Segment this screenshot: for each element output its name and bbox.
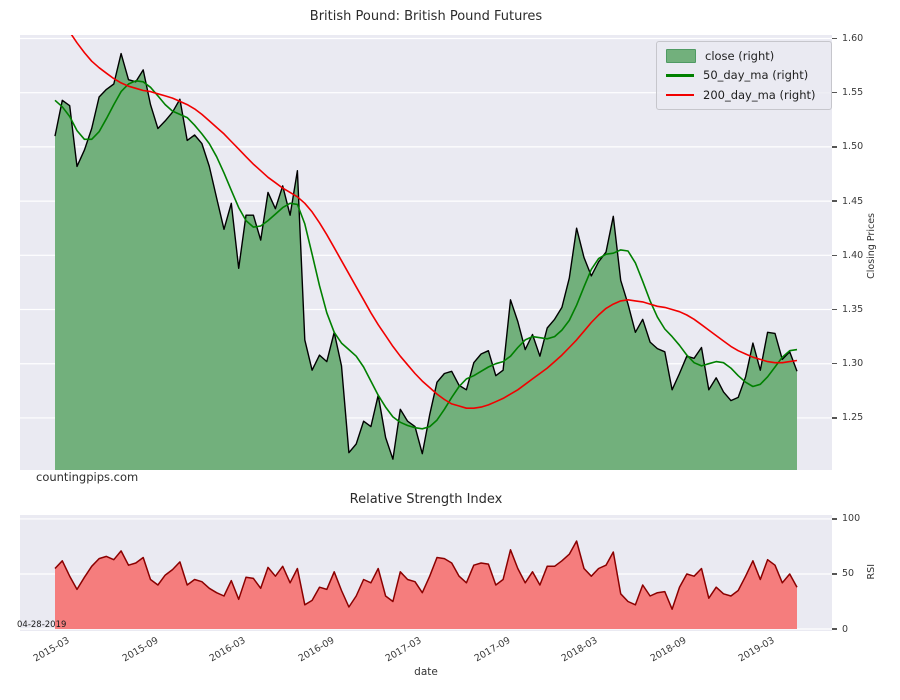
rsi-tick-mark	[832, 573, 837, 575]
price-tick-mark	[832, 37, 837, 40]
date-axis-label: date	[414, 666, 438, 678]
rsi-chart-canvas	[20, 518, 832, 630]
ma50-line	[54, 80, 798, 430]
price-tick-label: 1.55	[842, 87, 864, 99]
date-tick-label: 2015-09	[120, 635, 161, 665]
price-tick-label: 1.25	[842, 412, 864, 424]
rsi-tick-mark	[832, 518, 837, 520]
price-axis-label: Closing Prices	[866, 213, 877, 279]
price-tick-label: 1.30	[842, 358, 864, 370]
watermark: countingpips.com	[36, 470, 139, 484]
rsi-tick-mark	[832, 628, 837, 630]
price-tick-label: 1.40	[842, 249, 864, 261]
legend-item-50dma: 50_day_ma (right)	[666, 68, 822, 82]
rsi-tick-label: 50	[842, 568, 855, 580]
price-tick-mark	[832, 91, 837, 94]
price-tick-mark	[832, 363, 837, 365]
price-tick-label: 1.50	[842, 141, 864, 153]
ma50-line-swatch	[666, 74, 694, 77]
rsi-tick-label: 100	[842, 513, 861, 525]
price-tick-mark	[832, 146, 837, 148]
ma200-line-swatch	[666, 93, 694, 97]
price-tick-label: 1.60	[842, 32, 864, 44]
date-tick-label: 2018-09	[648, 635, 689, 665]
legend-label-close: close (right)	[705, 49, 775, 63]
legend-label-50dma: 50_day_ma (right)	[703, 68, 809, 83]
price-chart-title: British Pound: British Pound Futures	[309, 9, 543, 24]
date-tick-label: 2017-09	[472, 635, 513, 665]
rsi-chart-title: Relative Strength Index	[349, 492, 503, 507]
price-tick-mark	[832, 254, 837, 256]
legend-item-200dma: 200_day_ma (right)	[666, 88, 822, 102]
close-area-swatch	[666, 49, 696, 64]
price-tick-mark	[832, 308, 837, 311]
legend-item-close: close (right)	[666, 49, 822, 64]
rsi-tick-label: 0	[842, 623, 849, 635]
legend-box: close (right) 50_day_ma (right) 200_day_…	[656, 41, 832, 111]
date-tick-label: 2017-03	[383, 635, 424, 665]
price-chart-canvas	[20, 35, 832, 470]
price-tick-mark	[832, 417, 837, 419]
date-tick-label: 2015-03	[31, 635, 72, 665]
rsi-axis-label: RSI	[866, 564, 877, 580]
date-tick-label: 2016-09	[296, 635, 337, 665]
price-tick-label: 1.45	[842, 195, 864, 207]
ma200-line	[70, 35, 798, 409]
close-area	[55, 53, 797, 470]
date-tick-label: 2019-03	[736, 635, 777, 665]
date-annotation: 04-28-2019	[17, 620, 67, 630]
date-tick-label: 2018-03	[559, 635, 600, 665]
rsi-line	[54, 540, 798, 610]
rsi-plot-area	[20, 515, 832, 631]
date-tick-label: 2016-03	[207, 635, 248, 665]
price-tick-mark	[832, 200, 837, 202]
price-tick-label: 1.35	[842, 304, 864, 316]
legend-label-200dma: 200_day_ma (right)	[703, 87, 816, 102]
